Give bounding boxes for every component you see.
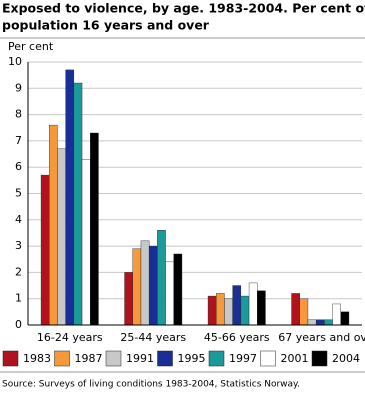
y-axis-label: Per cent xyxy=(8,40,54,53)
y-tick-label: 6 xyxy=(15,160,22,173)
bar xyxy=(240,295,250,326)
bar xyxy=(291,293,300,326)
y-tick-label: 7 xyxy=(15,134,22,147)
legend-label: 1995 xyxy=(178,352,206,365)
x-tick-label: 45-66 years xyxy=(204,331,270,344)
bar xyxy=(340,311,350,326)
legend-label: 1983 xyxy=(23,352,51,365)
legend-swatch xyxy=(311,350,328,367)
bar xyxy=(140,240,150,326)
bar xyxy=(315,319,325,326)
bar xyxy=(124,272,133,326)
bar xyxy=(216,293,225,326)
y-tick-label: 9 xyxy=(15,81,22,94)
legend-swatch xyxy=(208,350,225,367)
bar xyxy=(257,290,266,326)
y-tick-label: 10 xyxy=(8,55,22,68)
y-tick-label: 2 xyxy=(15,265,22,278)
bar xyxy=(324,319,333,326)
source: Source: Surveys of living conditions 198… xyxy=(2,380,300,390)
bar xyxy=(224,298,233,326)
chart-title: population 16 years and over xyxy=(2,18,210,33)
y-tick-label: 0 xyxy=(15,318,22,331)
legend-label: 1997 xyxy=(229,352,257,365)
y-tick-label: 8 xyxy=(15,108,22,121)
bar xyxy=(90,132,99,326)
bar xyxy=(49,124,58,326)
bar xyxy=(132,248,142,326)
bar xyxy=(73,82,83,326)
bar xyxy=(81,159,91,326)
bar xyxy=(40,174,50,326)
legend-swatch xyxy=(157,350,173,367)
bar xyxy=(299,298,309,326)
bar xyxy=(307,319,317,326)
bar xyxy=(157,230,166,326)
bar xyxy=(207,295,217,326)
legend-label: 1991 xyxy=(126,352,154,365)
legend-swatch xyxy=(105,350,122,367)
y-tick-label: 1 xyxy=(15,292,22,305)
legend-swatch xyxy=(54,350,70,367)
x-tick-label: 25-44 years xyxy=(120,331,186,344)
y-tick-label: 3 xyxy=(15,239,22,252)
legend-swatch xyxy=(2,350,19,367)
bar xyxy=(65,69,75,326)
y-tick-label: 5 xyxy=(15,187,22,200)
x-tick-label: 16-24 years xyxy=(37,331,103,344)
bar xyxy=(173,253,183,326)
legend-label: 1987 xyxy=(75,352,103,365)
x-tick-label: 67 years and over xyxy=(278,331,365,344)
bar xyxy=(248,282,258,326)
legend-swatch xyxy=(260,350,276,367)
bar xyxy=(148,245,158,326)
bar xyxy=(165,261,174,326)
chart-title: Exposed to violence, by age. 1983-2004. … xyxy=(2,1,365,16)
bar xyxy=(332,303,341,326)
legend-label: 2004 xyxy=(332,352,360,365)
legend-label: 2001 xyxy=(281,352,309,365)
bar xyxy=(57,148,66,326)
bar xyxy=(232,285,242,326)
y-tick-label: 4 xyxy=(15,213,22,226)
